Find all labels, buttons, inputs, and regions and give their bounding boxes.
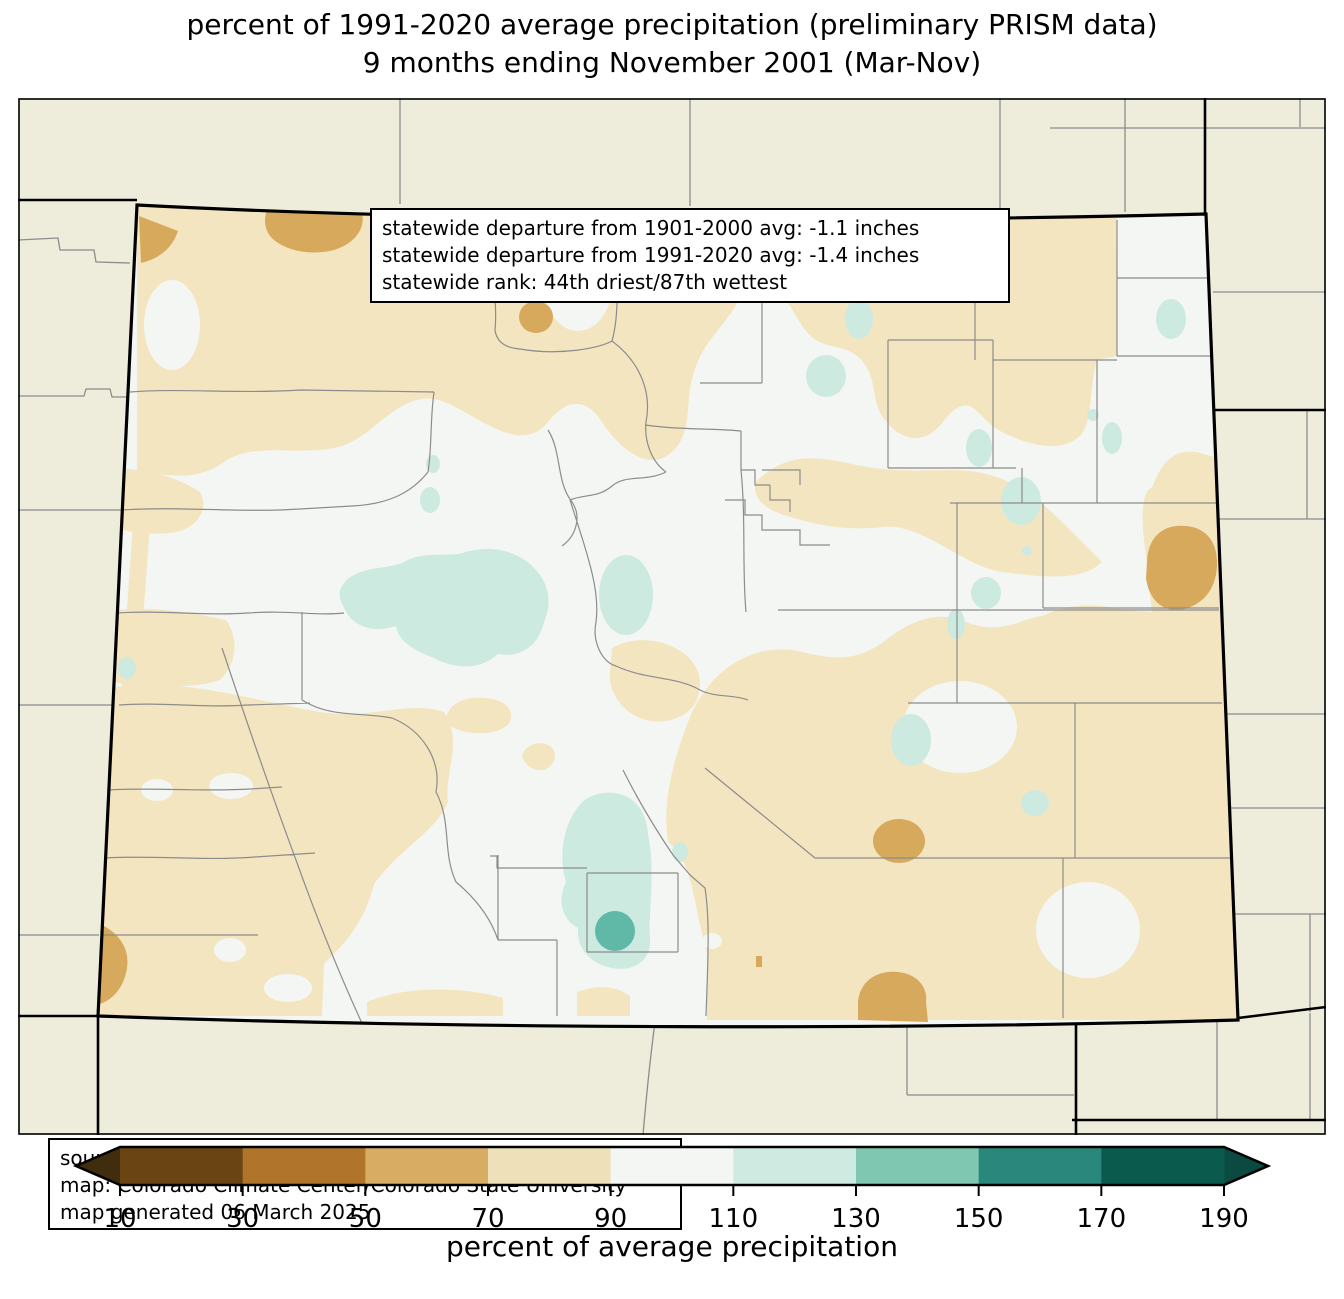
surrounding-county-lines-layer xyxy=(18,98,1326,1135)
dry-50-70-areas xyxy=(100,206,1218,1022)
colorbar-segment xyxy=(733,1147,857,1185)
stats-line-2: statewide departure from 1991-2020 avg: … xyxy=(382,243,920,267)
stats-line-3: statewide rank: 44th driest/87th wettest xyxy=(382,270,788,294)
map-area: statewide departure from 1901-2000 avg: … xyxy=(18,98,1326,1230)
colorbar-tick-label: 70 xyxy=(471,1204,504,1234)
colorbar-segment xyxy=(610,1147,734,1185)
colorbar-tick-label: 170 xyxy=(1077,1204,1127,1234)
colorbar-segment xyxy=(242,1147,366,1185)
colorbar-tick-label: 130 xyxy=(831,1204,881,1234)
colorbar-segment xyxy=(365,1147,489,1185)
colorbar-segment xyxy=(856,1147,980,1185)
map-frame xyxy=(18,98,1326,1135)
colorbar-tick-label: 10 xyxy=(103,1204,136,1234)
colorbar-segment xyxy=(488,1147,612,1185)
colorbar-segment xyxy=(120,1147,244,1185)
title-line-1: percent of 1991-2020 average precipitati… xyxy=(186,8,1158,41)
colorbar-label: percent of average precipitation xyxy=(446,1230,898,1263)
colorbar-segment xyxy=(1101,1147,1225,1185)
page-title: percent of 1991-2020 average precipitati… xyxy=(0,6,1344,82)
wet-110-130-areas xyxy=(118,299,1186,969)
title-line-2: 9 months ending November 2001 (Mar-Nov) xyxy=(362,46,982,79)
colorbar-over-arrow xyxy=(1224,1147,1268,1185)
colorbar-under-arrow xyxy=(76,1147,120,1185)
colorbar-tick-label: 190 xyxy=(1199,1204,1249,1234)
colorbar-tick-label: 30 xyxy=(226,1204,259,1234)
colorbar-segment xyxy=(978,1147,1102,1185)
stats-line-1: statewide departure from 1901-2000 avg: … xyxy=(382,216,920,240)
colorado-fill-layer xyxy=(98,205,1238,1027)
colorbar-tick-label: 150 xyxy=(954,1204,1004,1234)
source-line-3: map generated 06 March 2025 xyxy=(60,1200,371,1224)
colorbar-tick-label: 110 xyxy=(709,1204,759,1234)
colorbar-wrap: 10 30 50 70 90 110 130 150 170 190 xyxy=(0,1141,1344,1241)
colorbar-tick-label: 90 xyxy=(594,1204,627,1234)
colorbar: 10 30 50 70 90 110 130 150 170 190 xyxy=(72,1145,1272,1234)
colorbar-tick-label: 50 xyxy=(349,1204,382,1234)
wet-130-150-area xyxy=(595,911,635,951)
stats-box: statewide departure from 1901-2000 avg: … xyxy=(370,208,1010,303)
surrounding-state-borders-layer xyxy=(18,98,1326,1135)
